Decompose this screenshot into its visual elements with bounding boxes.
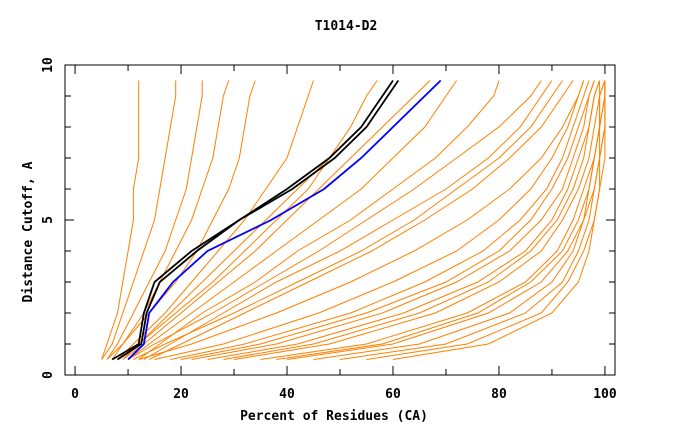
model-curve — [106, 80, 256, 360]
model-curve — [392, 80, 606, 360]
x-tick-label: 100 — [593, 387, 617, 402]
x-tick-label: 0 — [71, 387, 79, 402]
curves — [101, 79, 606, 361]
model-curve — [191, 80, 595, 360]
reference-curve — [127, 79, 442, 361]
y-axis-label: Distance Cutoff, A — [21, 161, 36, 302]
highlight-curve — [117, 79, 400, 361]
plot-frame — [64, 64, 616, 376]
model-curve — [111, 80, 230, 360]
model-curve — [133, 80, 563, 360]
y-tick-label: 0 — [41, 371, 56, 379]
y-tick-label: 10 — [41, 57, 56, 73]
x-axis-label: Percent of Residues (CA) — [240, 409, 428, 424]
model-curve — [313, 80, 606, 360]
model-curve — [117, 80, 314, 360]
model-curve — [180, 80, 595, 360]
model-curve — [138, 80, 585, 360]
y-tick-label: 5 — [41, 216, 56, 224]
model-curve — [101, 80, 140, 360]
x-tick-label: 60 — [385, 387, 401, 402]
model-curve — [127, 80, 542, 360]
model-curve — [223, 80, 601, 360]
x-tick-label: 80 — [491, 387, 507, 402]
model-curve — [122, 80, 378, 360]
model-curve — [276, 80, 606, 360]
model-curve — [138, 80, 500, 360]
model-curve — [148, 80, 574, 360]
model-curve — [106, 80, 203, 360]
model-curve — [122, 80, 431, 360]
model-curve — [143, 80, 553, 360]
chart-title: T1014-D2 — [315, 19, 378, 34]
model-curve — [170, 80, 590, 360]
axis-ticks — [65, 64, 615, 376]
x-tick-label: 20 — [173, 387, 189, 402]
x-tick-label: 40 — [279, 387, 295, 402]
model-curve — [154, 80, 585, 360]
model-curve — [233, 80, 601, 360]
model-curve — [127, 80, 458, 360]
model-curve — [101, 80, 177, 360]
model-curve — [260, 80, 606, 360]
